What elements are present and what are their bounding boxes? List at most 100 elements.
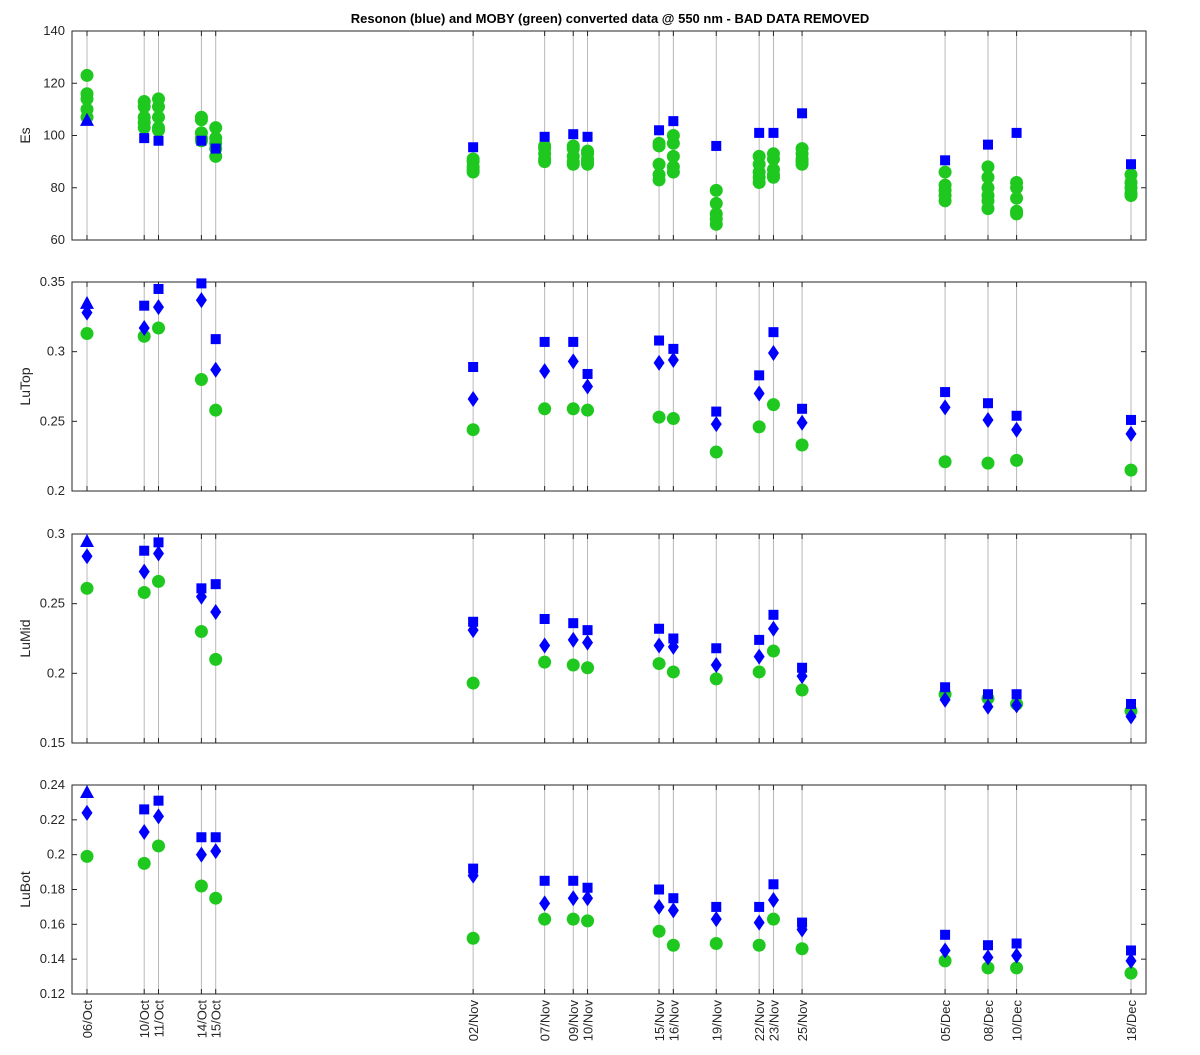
axes-box-lutop <box>71 281 1147 492</box>
resonon-diamond-point <box>539 363 551 380</box>
resonon-square-point <box>754 127 765 138</box>
resonon-square-point <box>654 335 665 346</box>
resonon-square-point <box>1126 698 1136 709</box>
moby-circle-point <box>209 891 223 905</box>
moby-circle-point <box>1124 189 1138 203</box>
moby-circle-point <box>666 938 680 952</box>
resonon-diamond-point <box>753 914 765 931</box>
ytick-label-lubot-4: 0.2 <box>47 847 65 862</box>
resonon-diamond-point <box>138 319 150 336</box>
resonon-diamond-point <box>710 911 722 928</box>
moby-circle-point <box>1010 191 1024 205</box>
ytick-label-lutop-0: 0.2 <box>47 483 65 498</box>
ytick-label-lumid-1: 0.2 <box>47 665 65 680</box>
xtick-label-16: 08/Dec <box>981 1000 996 1042</box>
resonon-square-point <box>139 300 150 311</box>
resonon-diamond-point <box>567 631 579 648</box>
moby-circle-point <box>194 879 208 893</box>
moby-circle-point <box>766 644 780 658</box>
resonon-square-point <box>711 406 722 417</box>
moby-circle-point <box>752 665 766 679</box>
moby-circle-point <box>795 157 809 171</box>
resonon-square-point <box>582 368 593 379</box>
resonon-square-point <box>139 804 150 815</box>
resonon-diamond-point <box>796 668 808 685</box>
resonon-square-point <box>711 643 722 654</box>
xtick-label-7: 09/Nov <box>566 1000 581 1042</box>
resonon-diamond-point <box>667 352 679 369</box>
resonon-square-point <box>768 609 779 620</box>
resonon-square-point <box>196 832 207 843</box>
resonon-diamond-point <box>796 921 808 938</box>
resonon-square-point <box>768 127 779 138</box>
resonon-diamond-point <box>138 563 150 580</box>
moby-circle-point <box>152 839 166 853</box>
ytick-label-es-0: 60 <box>51 232 65 247</box>
resonon-diamond-point <box>667 638 679 655</box>
moby-circle-point <box>538 402 552 416</box>
resonon-square-point <box>940 155 951 166</box>
ylabel-lutop: LuTop <box>17 367 33 405</box>
ytick-label-es-2: 100 <box>43 128 65 143</box>
resonon-diamond-point <box>939 942 951 959</box>
moby-circle-point <box>538 655 552 669</box>
resonon-diamond-point <box>467 391 479 408</box>
ytick-label-lutop-3: 0.35 <box>40 274 65 289</box>
resonon-square-point <box>654 623 665 634</box>
moby-circle-point <box>652 924 666 938</box>
resonon-square-point <box>940 387 951 398</box>
moby-circle-point <box>709 196 723 210</box>
resonon-triangle-point <box>80 112 94 126</box>
resonon-square-point <box>711 901 722 912</box>
resonon-diamond-point <box>582 634 594 651</box>
ytick-label-lubot-3: 0.18 <box>40 882 65 897</box>
resonon-square-point <box>568 129 579 140</box>
moby-circle-point <box>466 165 480 179</box>
moby-circle-point <box>709 183 723 197</box>
resonon-diamond-point <box>567 890 579 907</box>
xtick-label-11: 19/Nov <box>709 1000 724 1042</box>
resonon-diamond-point <box>1125 708 1137 725</box>
resonon-diamond-point <box>210 361 222 378</box>
resonon-square-point <box>582 131 593 142</box>
resonon-square-point <box>668 343 679 354</box>
resonon-diamond-point <box>467 622 479 639</box>
xtick-label-12: 22/Nov <box>752 1000 767 1042</box>
ytick-label-lubot-1: 0.14 <box>40 951 65 966</box>
ytick-label-lutop-2: 0.3 <box>47 344 65 359</box>
xtick-label-2: 11/Oct <box>152 1000 167 1038</box>
resonon-square-point <box>539 336 550 347</box>
resonon-diamond-point <box>753 385 765 402</box>
moby-circle-point <box>566 402 580 416</box>
ytick-label-es-3: 120 <box>43 75 65 90</box>
resonon-diamond-point <box>653 637 665 654</box>
resonon-diamond-point <box>567 353 579 370</box>
resonon-triangle-point <box>80 295 94 309</box>
moby-circle-point <box>666 136 680 150</box>
resonon-diamond-point <box>1125 952 1137 969</box>
resonon-triangle-point <box>80 533 94 547</box>
resonon-diamond-point <box>153 299 165 316</box>
moby-circle-point <box>766 170 780 184</box>
moby-circle-point <box>152 321 166 335</box>
resonon-square-point <box>1011 689 1022 700</box>
moby-circle-point <box>80 581 94 595</box>
resonon-square-point <box>139 133 150 144</box>
moby-circle-point <box>566 157 580 171</box>
xtick-label-8: 10/Nov <box>581 1000 596 1042</box>
resonon-square-point <box>668 893 679 904</box>
resonon-diamond-point <box>982 698 994 715</box>
moby-circle-point <box>137 329 151 343</box>
resonon-diamond-point <box>210 843 222 860</box>
xtick-label-3: 14/Oct <box>194 1000 209 1039</box>
moby-circle-point <box>766 398 780 412</box>
xtick-label-9: 15/Nov <box>652 1000 667 1042</box>
resonon-square-point <box>982 398 993 409</box>
resonon-square-point <box>139 545 150 556</box>
moby-circle-point <box>666 665 680 679</box>
moby-circle-point <box>80 68 94 82</box>
moby-circle-point <box>466 676 480 690</box>
resonon-diamond-point <box>982 411 994 428</box>
resonon-square-point <box>668 633 679 644</box>
resonon-diamond-point <box>153 545 165 562</box>
